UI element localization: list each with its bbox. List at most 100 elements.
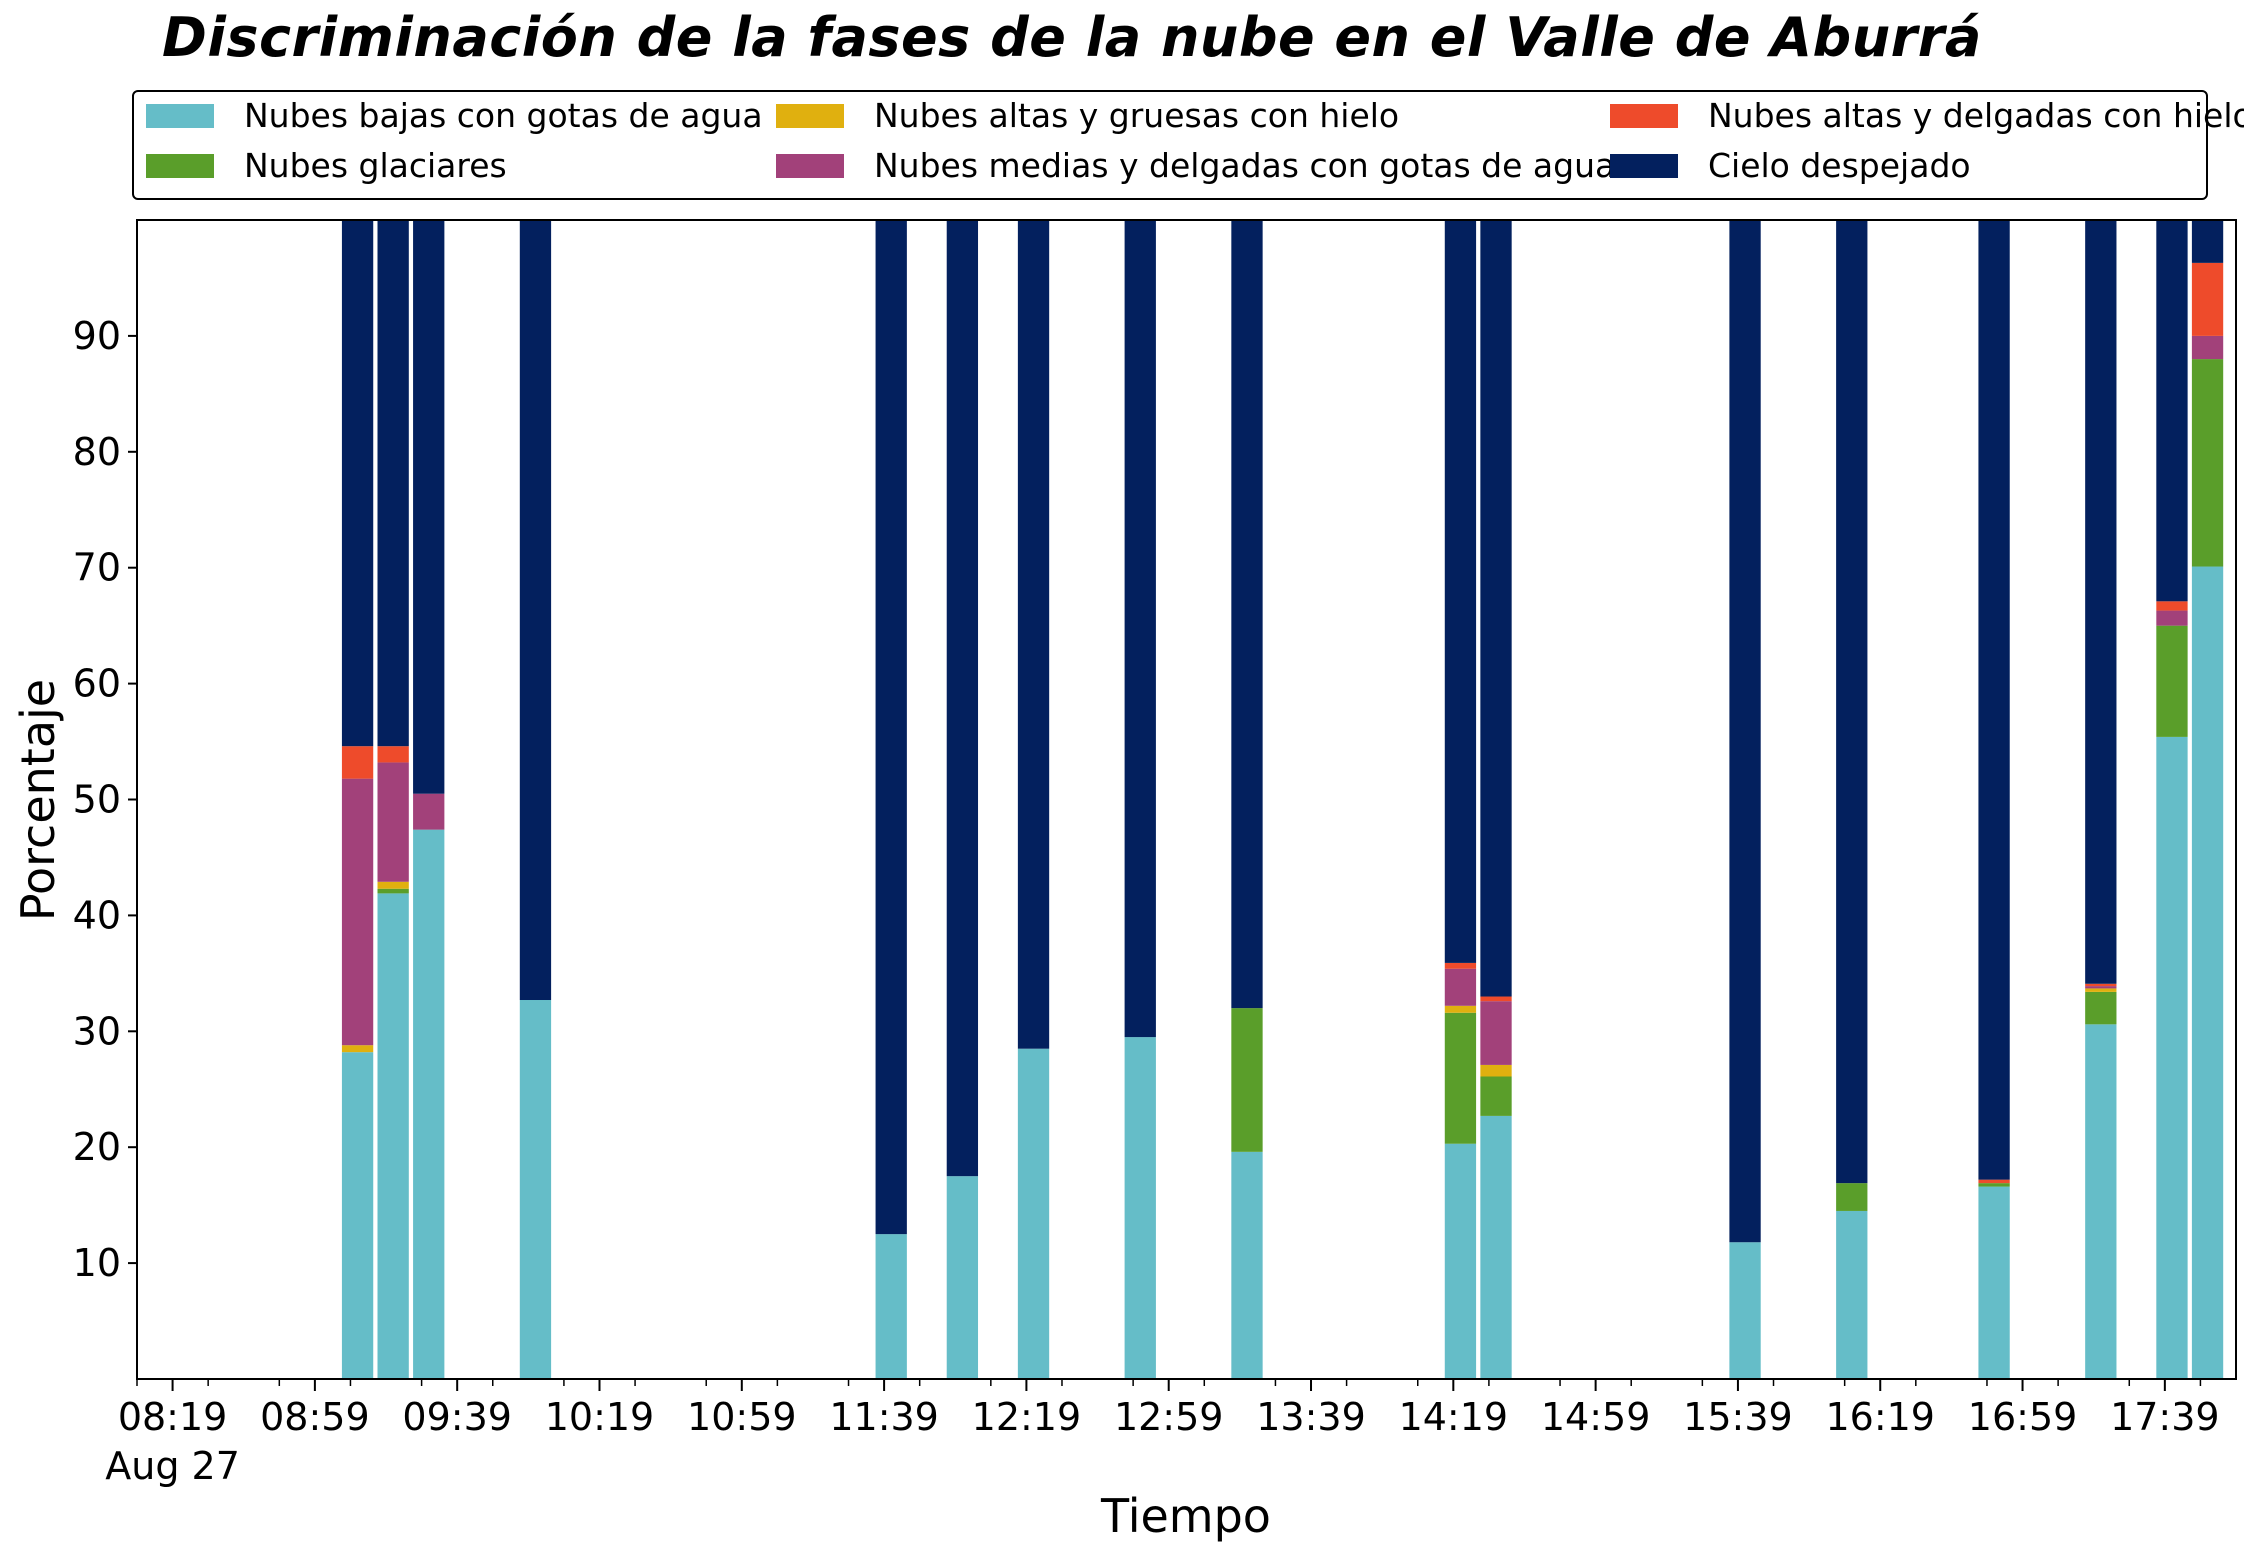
x-axis: 08:19 08:59 09:39 10:19 10:59 11:39 12:19 12:59… [105,1379,2220,1488]
bar-segment [1978,1186,2010,1379]
legend-swatch [776,103,844,128]
x-tick-label: 12:59 [1114,1395,1224,1439]
y-tick-label: 50 [73,778,121,822]
bar-segment [946,1176,979,1379]
x-tick-label: 13:39 [1256,1395,1366,1439]
x-tick-label: 15:39 [1683,1395,1793,1439]
bar-segment [2191,262,2224,336]
bar-segment [1444,968,1477,1006]
bar-segment [2156,736,2188,1379]
bar-segment [377,746,409,763]
bar-segment [2191,220,2224,263]
bar-segment [1480,996,1512,1002]
bar-segment [1231,220,1263,1009]
bar-segment [1978,1179,2010,1184]
bar-segment [377,893,409,1379]
legend-swatch [146,153,214,178]
bar-segment [1017,1048,1050,1379]
x-tick-label: 10:19 [545,1395,655,1439]
y-tick-label: 70 [73,546,121,590]
bar-segment [1231,1151,1263,1379]
legend-swatch [1610,153,1678,178]
bar-segment [413,793,445,830]
bar-segment [341,746,374,779]
bar-segment [2085,991,2117,1025]
y-axis-label: Porcentaje [11,679,65,921]
x-tick-label: 14:19 [1399,1395,1509,1439]
x-tick-label: 12:19 [972,1395,1082,1439]
bar-segment [1978,220,2010,1180]
bar-segment [377,220,409,747]
x-tick-label: 17:39 [2110,1395,2220,1439]
y-tick-label: 40 [73,893,121,937]
bar-segment [1836,220,1868,1184]
bar-segment [2191,566,2224,1379]
bar-segment [1124,220,1156,1038]
bar-segment [2085,1024,2117,1379]
bar-segment [1444,1005,1477,1013]
bar-segment [1480,220,1512,997]
bar-segment [2191,335,2224,360]
legend-item: Nubes altas y delgadas con hielo [1610,96,2244,135]
x-tick-label: 16:19 [1825,1395,1935,1439]
x-axis-label: Tiempo [1100,1489,1271,1543]
bar-segment [2085,988,2117,992]
y-axis: 10 20 30 40 50 60 70 80 90 [73,314,137,1285]
bar-segment [2085,983,2117,987]
legend-swatch [1610,103,1678,128]
bar-segment [875,1234,907,1380]
x-tick-label: 10:59 [687,1395,797,1439]
bar-segment [1480,1001,1512,1065]
legend-swatch [776,153,844,178]
legend-label: Nubes altas y delgadas con hielo [1708,96,2244,135]
legend-item: Nubes altas y gruesas con hielo [776,96,1399,135]
bar-segment [1836,1183,1868,1211]
bars-layer [341,220,2224,1380]
legend-label: Nubes altas y gruesas con hielo [874,96,1400,135]
bar-segment [377,881,409,889]
legend-label: Nubes glaciares [244,146,507,185]
bar-segment [1836,1210,1868,1379]
x-date-label: Aug 27 [105,1444,240,1488]
bar-segment [2085,220,2117,984]
y-tick-label: 60 [73,662,121,706]
legend-label: Nubes medias y delgadas con gotas de agu… [874,146,1616,185]
bar-segment [2085,986,2117,989]
bar-segment [341,1045,374,1053]
y-tick-label: 80 [73,430,121,474]
bar-segment [1480,1115,1512,1379]
bar-segment [1231,1008,1263,1152]
y-tick-label: 90 [73,314,121,358]
bar-segment [2191,359,2224,567]
bar-segment [1444,220,1477,963]
bar-segment [1017,220,1050,1049]
bar-segment [2156,220,2188,602]
bar-segment [377,888,409,894]
bar-segment [1729,1242,1761,1379]
x-tick-label: 16:59 [1968,1395,2078,1439]
x-tick-label: 09:39 [402,1395,512,1439]
bar-segment [1444,962,1477,969]
bar-segment [1124,1037,1156,1379]
bar-segment [341,220,374,747]
y-tick-label: 30 [73,1009,121,1053]
y-tick-label: 20 [73,1125,121,1169]
bar-segment [341,1052,374,1379]
bar-segment [377,762,409,882]
bar-segment [875,220,907,1235]
chart-title: Discriminación de la fases de la nube en… [162,6,1982,69]
x-tick-label: 08:19 [118,1395,228,1439]
legend-swatch [146,103,214,128]
bar-segment [1729,220,1761,1243]
legend-item: Nubes glaciares [146,146,507,185]
bar-segment [1978,1183,2010,1187]
bar-segment [946,220,979,1177]
bar-segment [1444,1012,1477,1144]
legend: Nubes bajas con gotas de agua Nubes glaci… [132,90,2244,200]
legend-item: Cielo despejado [1610,146,1971,185]
bar-segment [2156,610,2188,626]
x-tick-label: 11:39 [829,1395,939,1439]
legend-item: Nubes medias y delgadas con gotas de agu… [776,146,1615,185]
bar-segment [1480,1076,1512,1116]
bar-segment [413,829,445,1379]
